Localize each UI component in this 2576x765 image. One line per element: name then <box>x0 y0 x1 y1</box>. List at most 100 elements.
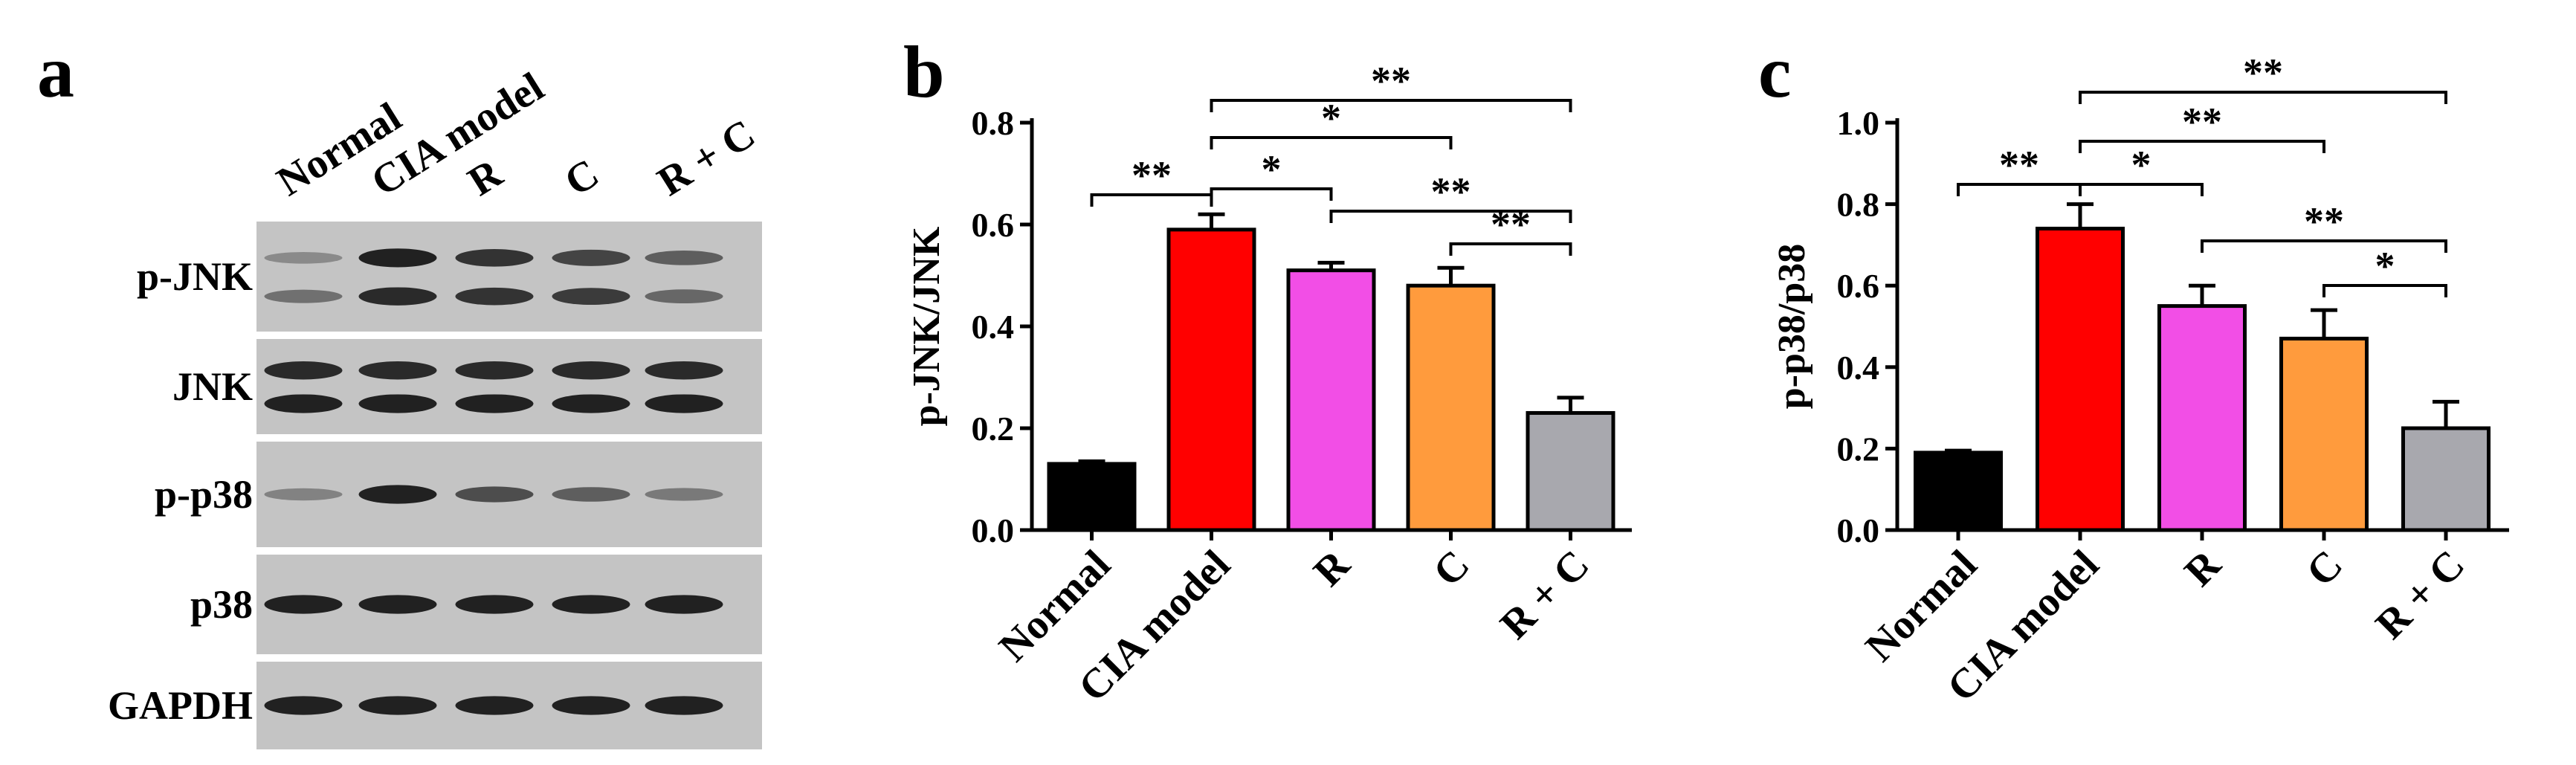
bracket-line <box>2079 140 2325 153</box>
blot-row-label: JNK <box>172 364 253 409</box>
x-tick-label: R + C <box>1491 541 1598 648</box>
blot-band <box>645 289 723 304</box>
blot-band <box>358 394 437 413</box>
significance-bracket: ** <box>1329 170 1572 223</box>
lane-label: R <box>460 150 511 205</box>
blot-band <box>358 696 437 715</box>
significance-label: * <box>1262 147 1282 192</box>
bar-cia-model <box>2036 226 2125 532</box>
bar-normal <box>1047 462 1137 532</box>
blot-band <box>552 595 630 614</box>
x-tick-label: C <box>1424 541 1478 595</box>
blot-band <box>264 696 343 715</box>
blot-band <box>455 361 534 380</box>
blot-row-p38: p38 <box>190 555 762 654</box>
panel-c-letter: c <box>1758 30 1791 113</box>
blot-band <box>455 287 534 306</box>
blot-band <box>358 287 437 306</box>
significance-bracket: * <box>1210 147 1333 201</box>
bracket-line <box>2322 284 2447 297</box>
blot-band <box>358 595 437 614</box>
blot-band <box>645 488 723 501</box>
blot-row-label: p38 <box>190 582 253 627</box>
significance-label: * <box>2375 244 2395 288</box>
bracket-line <box>1210 187 1333 201</box>
significance-label: ** <box>2182 100 2222 144</box>
blot-band <box>552 249 630 266</box>
significance-label: ** <box>1371 59 1411 103</box>
bar-cia-model <box>1166 227 1256 532</box>
panel-a-letter: a <box>37 30 74 113</box>
blot-row-jnk: JNK <box>172 339 762 434</box>
significance-label: ** <box>1491 202 1531 247</box>
bracket-line <box>2079 91 2447 104</box>
y-axis-label: p-JNK/JNK <box>906 226 948 426</box>
x-tick-label: R + C <box>2367 541 2473 648</box>
bar-c <box>2279 336 2369 532</box>
blot-band <box>358 485 437 504</box>
blot-band <box>645 394 723 413</box>
bracket-line <box>2079 183 2204 196</box>
significance-bracket: ** <box>1957 143 2082 196</box>
blot-band <box>645 696 723 715</box>
bar-r-c <box>2401 426 2491 532</box>
blot-band <box>264 361 343 380</box>
significance-bracket: * <box>2079 143 2204 196</box>
significance-label: ** <box>2243 51 2283 95</box>
bracket-line <box>1210 136 1453 149</box>
significance-bracket: * <box>2322 244 2447 297</box>
significance-label: ** <box>1999 143 2039 187</box>
blot-row-p-p38: p-p38 <box>155 442 762 547</box>
y-tick-label: 0.2 <box>1837 430 1880 468</box>
y-tick-label: 0.8 <box>1837 186 1880 224</box>
bar-normal <box>1914 451 2003 532</box>
y-tick-label: 1.0 <box>1837 104 1880 142</box>
bar-r-c <box>1526 410 1615 532</box>
significance-bracket: * <box>1210 96 1453 149</box>
blot-band <box>358 248 437 268</box>
y-tick-label: 0.4 <box>1837 349 1880 387</box>
significance-bracket: ** <box>1449 202 1572 256</box>
blot-band <box>645 595 723 614</box>
blot-band <box>645 251 723 265</box>
bracket-line <box>1329 210 1572 223</box>
significance-bracket: ** <box>1090 153 1213 207</box>
blot-membrane <box>256 222 762 332</box>
blot-band <box>455 394 534 413</box>
blot-band <box>455 595 534 614</box>
significance-bracket: ** <box>2079 51 2447 104</box>
significance-label: * <box>1321 96 1341 141</box>
significance-label: ** <box>1132 153 1172 198</box>
significance-bracket: ** <box>2201 199 2447 253</box>
y-tick-label: 0.8 <box>972 104 1015 142</box>
blot-band <box>552 394 630 413</box>
bracket-line <box>2201 239 2447 253</box>
x-tick-label: R <box>1305 541 1359 595</box>
bar-r <box>1286 268 1376 532</box>
significance-label: * <box>2131 143 2151 187</box>
x-tick-label: R <box>2176 541 2230 595</box>
significance-label: ** <box>2304 199 2344 244</box>
blot-row-gapdh: GAPDH <box>108 662 762 749</box>
blot-band <box>358 361 437 380</box>
blot-row-label: GAPDH <box>108 683 253 728</box>
y-tick-label: 0.0 <box>972 511 1015 549</box>
y-axis-label: p-p38/p38 <box>1771 244 1813 410</box>
blot-band <box>264 394 343 413</box>
blot-rows: p-JNK JNK p-p38 p38 GAPDH <box>108 222 762 749</box>
blot-row-label: p-p38 <box>155 472 253 517</box>
significance-bracket: ** <box>2079 100 2325 153</box>
blot-band <box>645 361 723 380</box>
blot-band <box>455 696 534 715</box>
y-tick-label: 0.4 <box>972 308 1015 346</box>
blot-band <box>455 486 534 503</box>
blot-row-p-jnk: p-JNK <box>137 222 762 332</box>
y-tick-label: 0.6 <box>972 206 1015 244</box>
blot-membrane <box>256 339 762 434</box>
